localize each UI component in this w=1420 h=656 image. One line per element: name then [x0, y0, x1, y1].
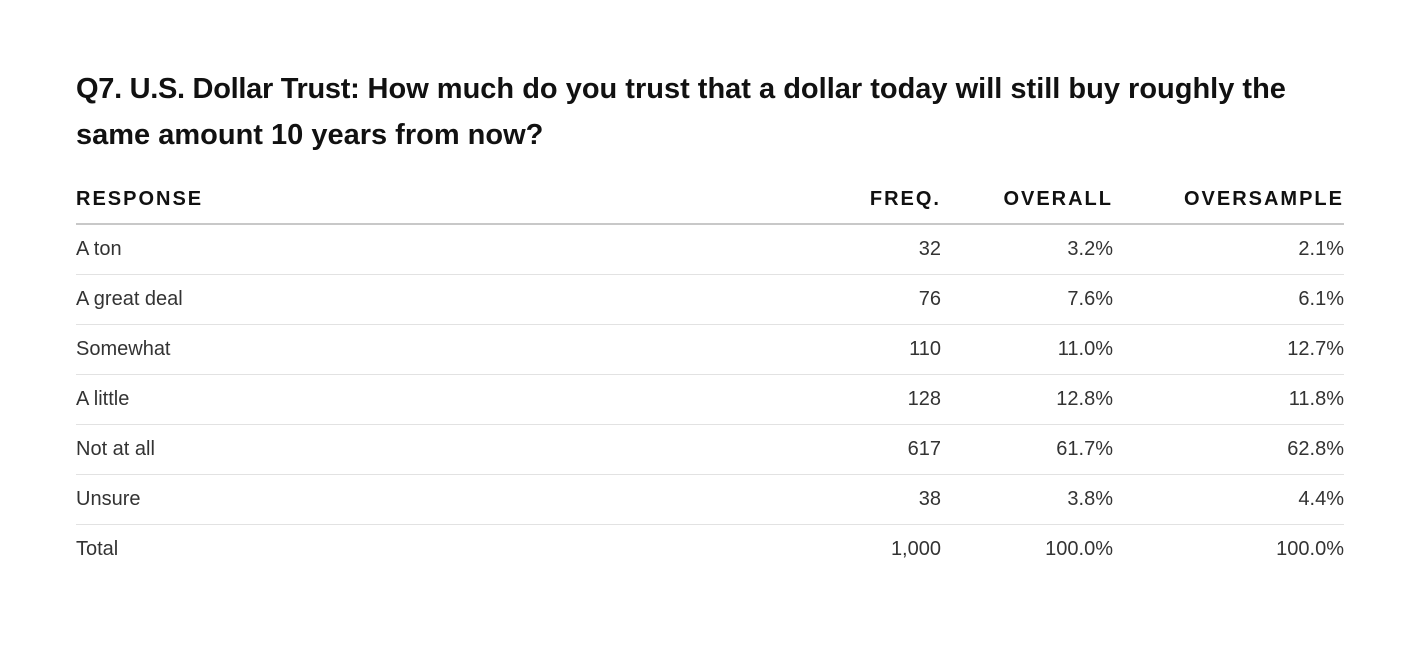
value-cell: 1,000: [890, 538, 941, 560]
header-row: RESPONSE FREQ. OVERALL OVERSAMPLE: [76, 176, 1344, 225]
value-cell: 32: [780, 224, 941, 275]
response-cell: A great deal: [76, 274, 780, 325]
response-cell: Unsure: [76, 474, 780, 525]
response-cell: Somewhat: [76, 324, 780, 375]
value-cell: 6.1%: [1113, 274, 1344, 325]
response-cell: Not at all: [76, 424, 780, 475]
value-cell: 12.7%: [1113, 324, 1344, 375]
value-cell: 3.8%: [941, 474, 1113, 525]
value-cell: 110: [780, 324, 941, 375]
question-title: Q7. U.S. Dollar Trust: How much do you t…: [76, 66, 1344, 158]
value-cell: 61.7%: [941, 424, 1113, 475]
table-row: A ton 32 3.2% 2.1%: [76, 224, 1344, 275]
value-cell: 7.6%: [941, 274, 1113, 325]
table-row: A great deal 76 7.6% 6.1%: [76, 274, 1344, 325]
response-cell: A little: [76, 374, 780, 425]
table-row: Somewhat 110 11.0% 12.7%: [76, 324, 1344, 375]
value-cell: 11.0%: [941, 324, 1113, 375]
table-row: Unsure 38 3.8% 4.4%: [76, 474, 1344, 525]
value-cell: 100.0%: [1276, 538, 1344, 560]
column-header: OVERSAMPLE: [1113, 176, 1344, 225]
results-table: RESPONSE FREQ. OVERALL OVERSAMPLE A ton 32 3.…: [76, 176, 1344, 574]
table-header: RESPONSE FREQ. OVERALL OVERSAMPLE: [76, 176, 1344, 225]
table-row: A little 128 12.8% 11.8%: [76, 374, 1344, 425]
question-label: Q7. U.S. Dollar Trust:: [76, 73, 360, 105]
value-cell: 76: [780, 274, 941, 325]
response-cell: A ton: [76, 224, 780, 275]
response-cell: Total: [76, 538, 119, 560]
value-cell: 2.1%: [1113, 224, 1344, 275]
value-cell: 4.4%: [1113, 474, 1344, 525]
value-cell: 128: [780, 374, 941, 425]
column-header: RESPONSE: [76, 176, 780, 225]
table-body: A ton 32 3.2% 2.1% A great deal 76 7.6% 6.1% Som…: [76, 224, 1344, 574]
value-cell: 3.2%: [941, 224, 1113, 275]
table-row: Total 1,000 100.0% 100.0%: [76, 525, 1344, 575]
value-cell: 11.8%: [1113, 374, 1344, 425]
value-cell: 100.0%: [1045, 538, 1113, 560]
column-header: FREQ.: [780, 176, 941, 225]
value-cell: 62.8%: [1113, 424, 1344, 475]
value-cell: 617: [780, 424, 941, 475]
table-row: Not at all 617 61.7% 62.8%: [76, 424, 1344, 475]
value-cell: 38: [780, 474, 941, 525]
question-text: How much do you trust that a dollar toda…: [76, 73, 1286, 151]
value-cell: 12.8%: [941, 374, 1113, 425]
column-header: OVERALL: [941, 176, 1113, 225]
